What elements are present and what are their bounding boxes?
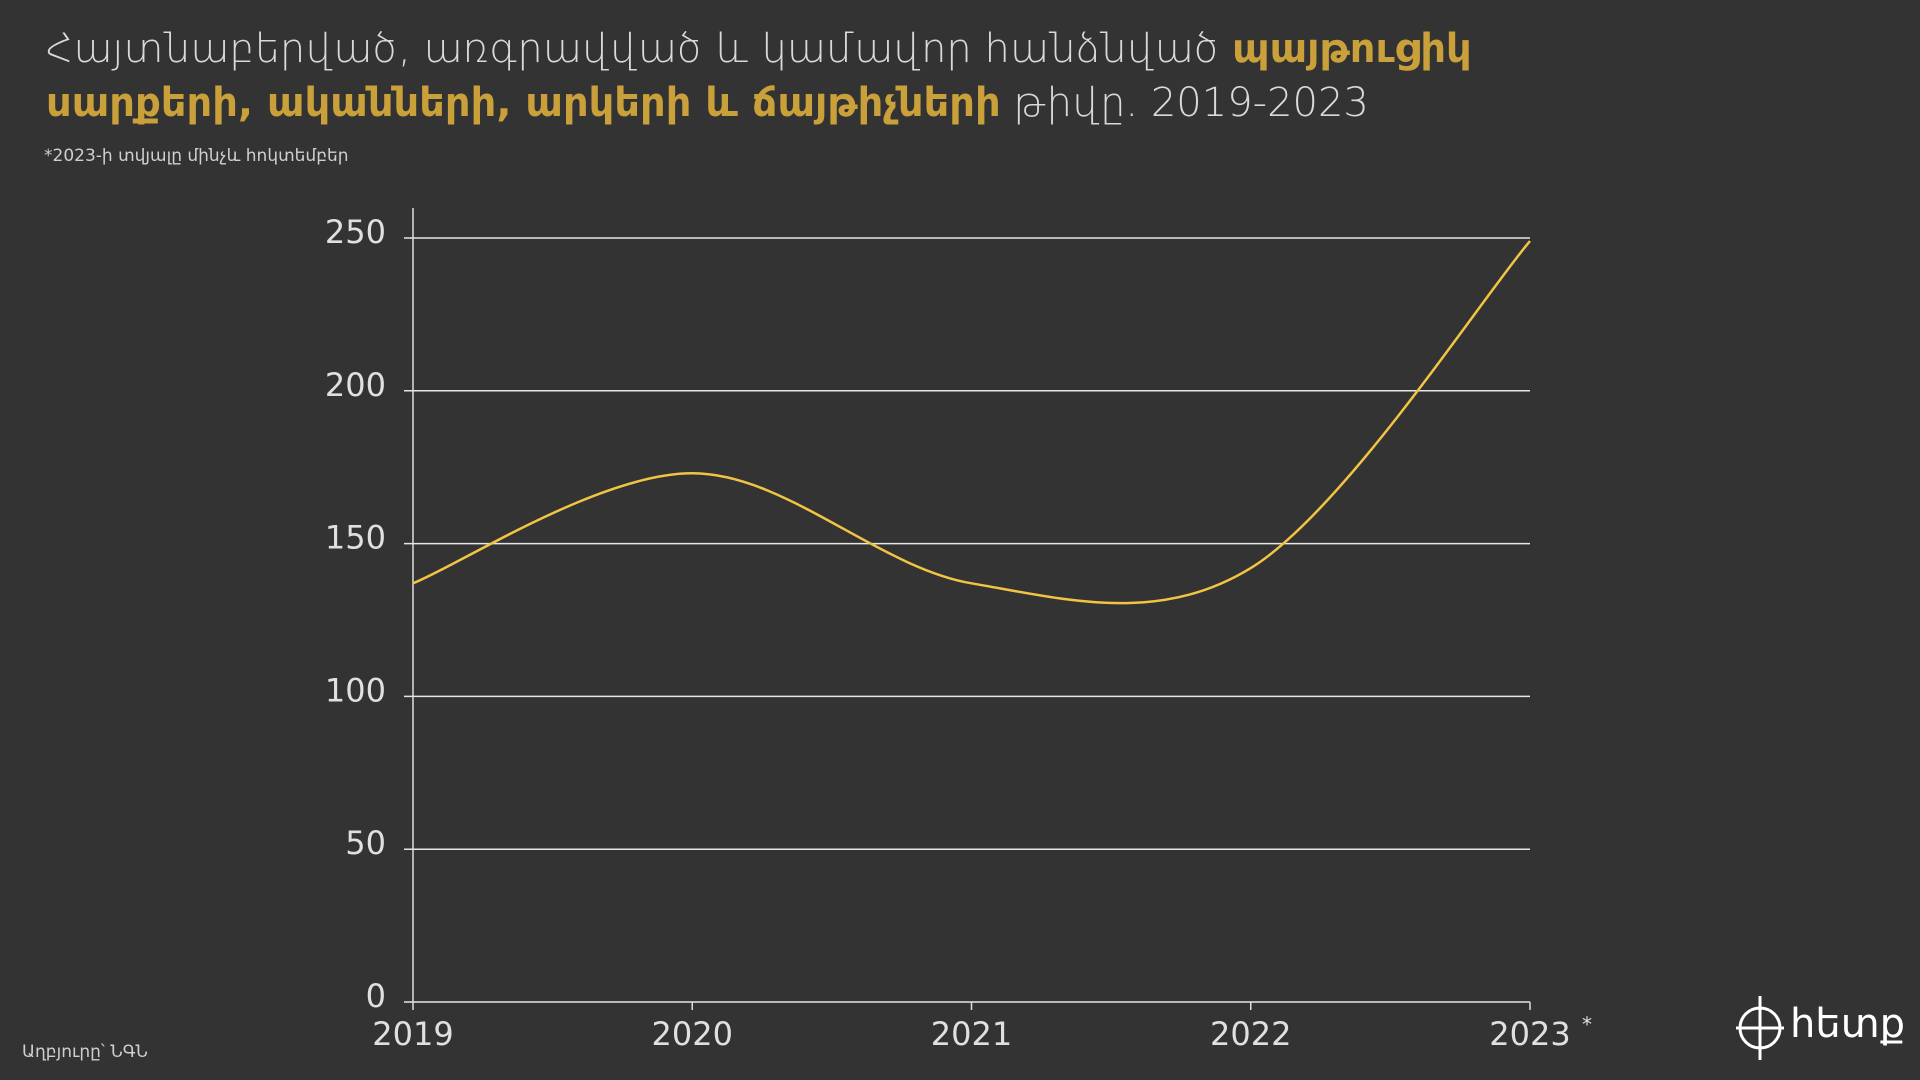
- chart-title: Հայտնաբերված, առգրավված և կամավոր հանձնվ…: [46, 22, 1686, 130]
- y-tick-label: 50: [345, 824, 386, 862]
- x-note-marker: *: [1582, 1013, 1592, 1037]
- y-tick-label: 250: [325, 213, 386, 251]
- y-tick-label: 150: [325, 519, 386, 557]
- logo-text: հետք: [1790, 1001, 1905, 1047]
- y-tick-label: 100: [325, 671, 386, 709]
- x-tick-label: 2021: [931, 1015, 1012, 1053]
- y-tick-label: 0: [366, 977, 386, 1015]
- logo: հետք: [1736, 996, 1905, 1060]
- title-highlight: պայթուցիկ սարքերի, ականների, արկերի և ճա…: [46, 26, 1472, 126]
- source: Աղբյուրը՝ ՆԳՆ: [22, 1042, 148, 1062]
- x-tick-label: 2019: [372, 1015, 453, 1053]
- title-text: Հայտնաբերված, առգրավված և կամավոր հանձնվ…: [46, 26, 1233, 72]
- data-line: [412, 240, 1531, 605]
- x-tick-label: 2022: [1210, 1015, 1291, 1053]
- title-text: թիվը. 2019-2023: [1000, 80, 1369, 126]
- x-tick-label: 2023: [1489, 1015, 1570, 1053]
- x-tick-label: 2020: [652, 1015, 733, 1053]
- y-tick-label: 200: [325, 366, 386, 404]
- subtitle: *2023-ի տվյալը մինչև հոկտեմբեր: [44, 146, 349, 166]
